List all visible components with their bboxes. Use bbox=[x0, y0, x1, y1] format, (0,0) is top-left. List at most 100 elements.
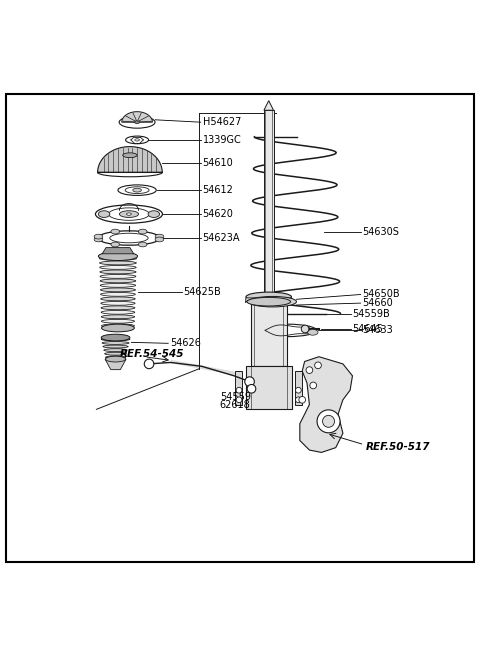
Circle shape bbox=[299, 396, 306, 403]
FancyBboxPatch shape bbox=[235, 371, 242, 405]
Text: 1339GC: 1339GC bbox=[203, 135, 241, 145]
Ellipse shape bbox=[119, 116, 155, 128]
Text: 54559: 54559 bbox=[220, 392, 251, 402]
Ellipse shape bbox=[103, 345, 128, 348]
Ellipse shape bbox=[100, 293, 135, 297]
Ellipse shape bbox=[120, 211, 139, 217]
Ellipse shape bbox=[323, 415, 335, 427]
Polygon shape bbox=[105, 359, 126, 369]
Ellipse shape bbox=[96, 205, 162, 223]
Text: 62618: 62618 bbox=[220, 400, 251, 409]
Ellipse shape bbox=[100, 283, 136, 287]
Ellipse shape bbox=[100, 266, 136, 270]
Polygon shape bbox=[102, 247, 134, 254]
Ellipse shape bbox=[98, 252, 138, 260]
Ellipse shape bbox=[99, 261, 136, 265]
Text: 54633: 54633 bbox=[362, 325, 393, 335]
Ellipse shape bbox=[99, 256, 136, 260]
Ellipse shape bbox=[110, 234, 148, 243]
Ellipse shape bbox=[106, 356, 126, 359]
Ellipse shape bbox=[102, 342, 129, 344]
Ellipse shape bbox=[247, 297, 290, 306]
Text: REF.50-517: REF.50-517 bbox=[365, 441, 430, 452]
Circle shape bbox=[315, 362, 322, 369]
Ellipse shape bbox=[101, 319, 134, 323]
Ellipse shape bbox=[111, 229, 120, 234]
Ellipse shape bbox=[126, 136, 149, 144]
Ellipse shape bbox=[104, 349, 127, 352]
Text: 54645: 54645 bbox=[352, 324, 384, 334]
Text: 54612: 54612 bbox=[203, 185, 234, 195]
Ellipse shape bbox=[102, 324, 134, 327]
Text: 54623A: 54623A bbox=[203, 233, 240, 243]
Ellipse shape bbox=[125, 187, 149, 194]
Ellipse shape bbox=[100, 279, 136, 283]
Ellipse shape bbox=[101, 297, 135, 300]
Text: 54660: 54660 bbox=[362, 298, 393, 308]
Ellipse shape bbox=[101, 310, 135, 314]
Ellipse shape bbox=[108, 208, 149, 220]
Ellipse shape bbox=[138, 242, 147, 247]
Ellipse shape bbox=[123, 153, 137, 157]
Ellipse shape bbox=[101, 334, 130, 341]
Ellipse shape bbox=[155, 234, 164, 239]
Ellipse shape bbox=[133, 188, 142, 192]
Ellipse shape bbox=[101, 315, 135, 319]
Polygon shape bbox=[300, 357, 352, 453]
Ellipse shape bbox=[101, 306, 135, 310]
Ellipse shape bbox=[246, 292, 291, 302]
Circle shape bbox=[296, 397, 301, 403]
Ellipse shape bbox=[155, 237, 164, 242]
Ellipse shape bbox=[135, 121, 140, 123]
Text: 54626: 54626 bbox=[170, 338, 201, 348]
Text: 54559B: 54559B bbox=[352, 308, 390, 319]
Ellipse shape bbox=[94, 237, 103, 242]
Text: 54650B: 54650B bbox=[362, 289, 400, 300]
Circle shape bbox=[296, 387, 301, 393]
Ellipse shape bbox=[101, 301, 135, 305]
Ellipse shape bbox=[97, 168, 162, 176]
Ellipse shape bbox=[127, 213, 132, 215]
Circle shape bbox=[306, 367, 313, 373]
Ellipse shape bbox=[105, 352, 126, 355]
Ellipse shape bbox=[135, 138, 140, 141]
Circle shape bbox=[144, 359, 154, 369]
Ellipse shape bbox=[308, 329, 318, 335]
Ellipse shape bbox=[100, 288, 135, 292]
Text: 54620: 54620 bbox=[203, 209, 234, 219]
Ellipse shape bbox=[259, 324, 317, 337]
Ellipse shape bbox=[106, 356, 126, 362]
Ellipse shape bbox=[102, 324, 134, 332]
Text: 54610: 54610 bbox=[203, 158, 233, 168]
Ellipse shape bbox=[138, 229, 147, 234]
Ellipse shape bbox=[100, 270, 136, 274]
Text: 54630S: 54630S bbox=[362, 227, 399, 237]
Ellipse shape bbox=[148, 211, 159, 217]
Ellipse shape bbox=[101, 338, 130, 341]
FancyBboxPatch shape bbox=[264, 110, 274, 297]
Polygon shape bbox=[264, 100, 274, 110]
Text: 54625B: 54625B bbox=[183, 287, 221, 297]
FancyBboxPatch shape bbox=[295, 371, 302, 405]
Ellipse shape bbox=[98, 231, 160, 245]
Text: H54627: H54627 bbox=[203, 117, 241, 127]
Ellipse shape bbox=[249, 297, 297, 307]
FancyBboxPatch shape bbox=[246, 366, 292, 409]
Ellipse shape bbox=[94, 234, 103, 239]
Circle shape bbox=[310, 382, 317, 389]
Ellipse shape bbox=[118, 185, 156, 195]
Circle shape bbox=[245, 377, 254, 386]
Ellipse shape bbox=[317, 410, 340, 433]
Circle shape bbox=[236, 397, 242, 403]
Polygon shape bbox=[97, 147, 162, 173]
Circle shape bbox=[236, 387, 242, 393]
Polygon shape bbox=[246, 298, 292, 302]
Ellipse shape bbox=[98, 211, 110, 217]
Ellipse shape bbox=[100, 274, 136, 278]
Circle shape bbox=[247, 384, 256, 393]
Polygon shape bbox=[122, 112, 153, 122]
Ellipse shape bbox=[111, 242, 120, 247]
Circle shape bbox=[301, 325, 309, 333]
Text: REF.54-545: REF.54-545 bbox=[120, 350, 184, 359]
FancyBboxPatch shape bbox=[251, 304, 287, 366]
